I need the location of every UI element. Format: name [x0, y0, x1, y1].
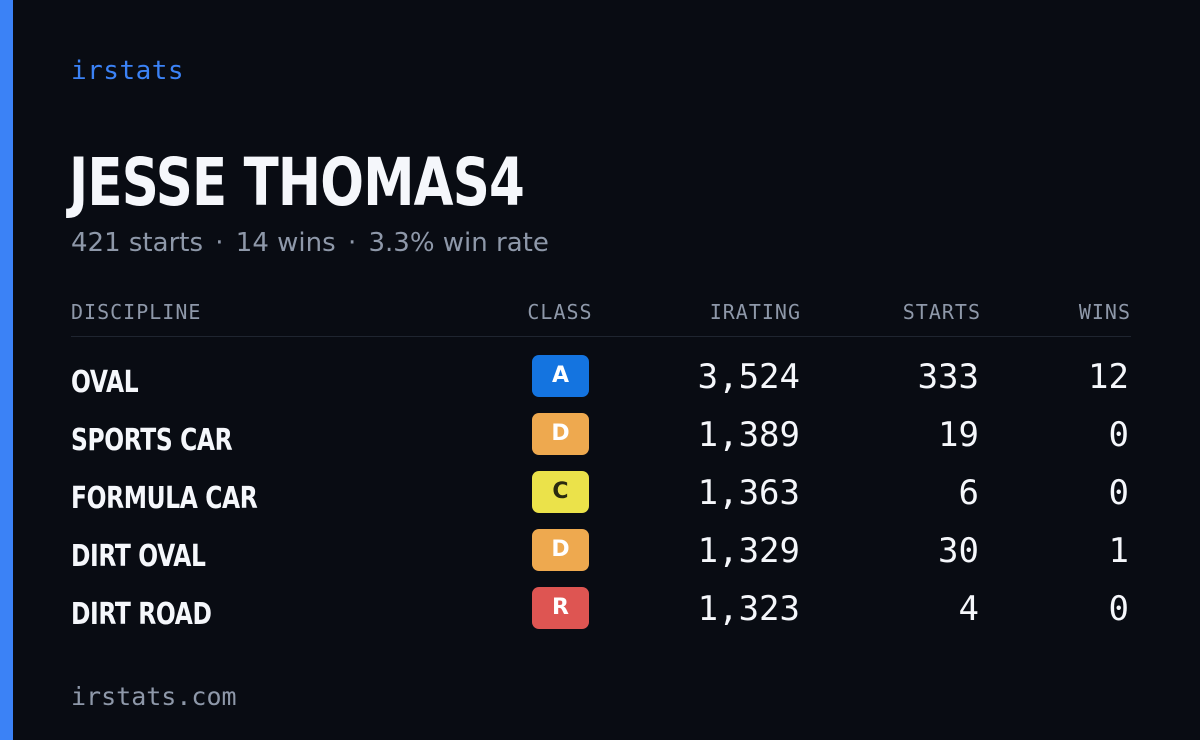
irating-value: 3,524 — [697, 357, 800, 397]
starts-value: 6 — [958, 473, 979, 513]
table-row: OVAL A 3,524 333 12 — [71, 353, 1131, 411]
discipline-name: DIRT ROAD — [71, 597, 212, 632]
irating-value: 1,329 — [697, 531, 800, 571]
table-header: DISCIPLINE CLASS IRATING STARTS WINS — [71, 298, 1131, 337]
table-row: DIRT ROAD R 1,323 4 0 — [71, 585, 1131, 643]
discipline-name: FORMULA CAR — [71, 481, 258, 516]
class-badge: D — [532, 529, 589, 571]
wins-value: 0 — [1108, 415, 1129, 455]
class-badge: A — [532, 355, 589, 397]
discipline-name: OVAL — [71, 365, 139, 400]
class-badge: C — [532, 471, 589, 513]
starts-value: 333 — [917, 357, 979, 397]
class-badge: R — [532, 587, 589, 629]
wins-value: 0 — [1108, 589, 1129, 629]
driver-name: JESSE THOMAS4 — [69, 144, 525, 221]
discipline-table: DISCIPLINE CLASS IRATING STARTS WINS OVA… — [71, 298, 1131, 632]
table-row: DIRT OVAL D 1,329 30 1 — [71, 527, 1131, 585]
footer-url: irstats.com — [71, 682, 237, 711]
discipline-name: SPORTS CAR — [71, 423, 233, 458]
table-row: SPORTS CAR D 1,389 19 0 — [71, 411, 1131, 469]
starts-value: 4 — [958, 589, 979, 629]
header-discipline: DISCIPLINE — [71, 300, 202, 324]
summary-wins: 14 wins — [235, 228, 336, 258]
class-badge: D — [532, 413, 589, 455]
table-row: FORMULA CAR C 1,363 6 0 — [71, 469, 1131, 527]
irating-value: 1,323 — [697, 589, 800, 629]
summary-separator: · — [347, 228, 357, 258]
header-starts: STARTS — [902, 300, 981, 324]
wins-value: 0 — [1108, 473, 1129, 513]
table-body: OVAL A 3,524 333 12 SPORTS CAR D 1,389 1… — [71, 353, 1131, 643]
starts-value: 19 — [938, 415, 979, 455]
brand-logo-text: irstats — [71, 56, 185, 86]
discipline-name: DIRT OVAL — [71, 539, 206, 574]
header-irating: IRATING — [709, 300, 801, 324]
irating-value: 1,363 — [697, 473, 800, 513]
irating-value: 1,389 — [697, 415, 800, 455]
wins-value: 12 — [1088, 357, 1129, 397]
summary-separator: · — [215, 228, 224, 258]
summary-starts: 421 starts — [71, 228, 203, 258]
driver-summary: 421 starts · 14 wins · 3.3% win rate — [71, 228, 549, 258]
wins-value: 1 — [1108, 531, 1129, 571]
starts-value: 30 — [938, 531, 979, 571]
header-wins: WINS — [1078, 300, 1131, 324]
accent-bar — [0, 0, 13, 740]
header-class: CLASS — [527, 300, 593, 324]
summary-win-rate: 3.3% win rate — [368, 228, 549, 258]
